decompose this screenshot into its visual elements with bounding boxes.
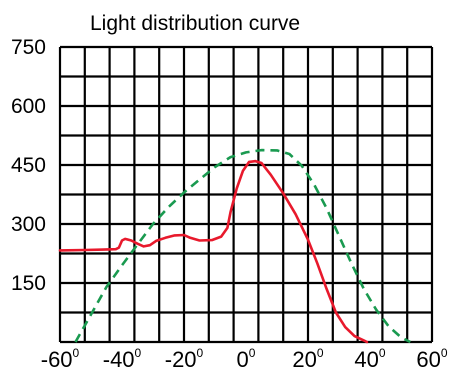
series-line-solid: [58, 159, 369, 344]
x-tick-label: -200: [165, 346, 204, 372]
x-tick-label: -600: [41, 346, 80, 372]
y-tick-label: 600: [11, 95, 46, 118]
y-tick-label: 150: [11, 272, 46, 295]
x-tick-label: 600: [416, 346, 447, 372]
chart-title: Light distribution curve: [90, 12, 300, 35]
x-tick-label: 00: [237, 346, 256, 372]
series-line-dashed: [74, 148, 411, 344]
y-axis-tick-labels: 150 300 450 600 750: [11, 36, 46, 295]
x-axis-tick-labels: -600 -400 -200 00 200 400 600: [41, 346, 448, 372]
y-tick-label: 750: [11, 36, 46, 59]
y-tick-label: 300: [11, 213, 46, 236]
x-tick-label: 400: [354, 346, 385, 372]
x-tick-label: 200: [292, 346, 323, 372]
chart-series: [58, 148, 411, 344]
x-tick-label: -400: [103, 346, 142, 372]
chart-grid: [58, 45, 434, 344]
y-tick-label: 450: [11, 154, 46, 177]
